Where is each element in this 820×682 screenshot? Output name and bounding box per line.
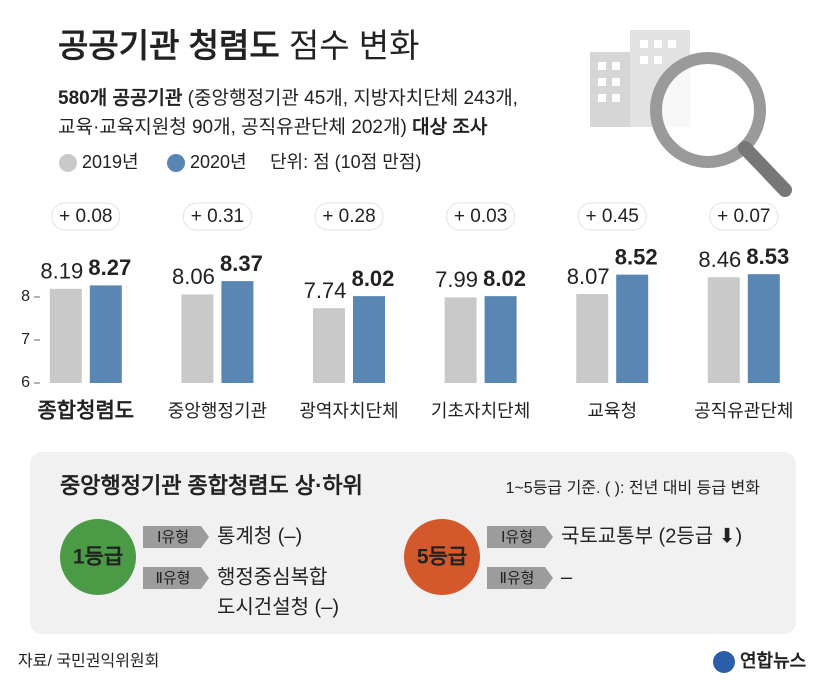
change-label: + 0.08 xyxy=(59,206,112,227)
bar xyxy=(747,274,780,383)
change-label: + 0.07 xyxy=(717,206,770,227)
subtitle-line: 교육·교육지원청 90개, 공직유관단체 202개) 대상 조사 xyxy=(58,116,488,138)
legend-swatch xyxy=(167,154,185,172)
ranking-title: 중앙행정기관 종합청렴도 상·하위 xyxy=(60,473,363,498)
grade-badge xyxy=(60,519,136,595)
type-label: Ⅰ유형 xyxy=(501,529,533,546)
y-tick-label: 8 xyxy=(21,288,30,305)
value-label: 8.07 xyxy=(567,264,610,289)
unit-label: 단위: 점 (10점 만점) xyxy=(270,152,421,172)
change-pill xyxy=(314,202,384,231)
value-label: 8.19 xyxy=(40,259,83,284)
x-tick-label: 교육청 xyxy=(587,401,637,421)
type-tag xyxy=(143,567,209,589)
ranking-note: 1~5등급 기준. ( ): 전년 대비 등급 변화 xyxy=(506,479,761,497)
grade-label: 5등급 xyxy=(417,546,467,569)
bar xyxy=(444,297,477,383)
type-tag xyxy=(487,567,553,589)
legend-swatch xyxy=(59,154,77,172)
value-label: 8.06 xyxy=(172,264,215,289)
illustration xyxy=(590,30,792,197)
bar xyxy=(181,294,214,383)
value-label: 8.37 xyxy=(220,251,263,276)
change-pill xyxy=(446,202,516,231)
type-label: Ⅱ유형 xyxy=(500,570,535,587)
grade-label: 1등급 xyxy=(73,546,123,569)
title: 공공기관 청렴도 점수 변화 xyxy=(58,27,419,64)
source: 자료/ 국민권익위원회 xyxy=(18,652,159,670)
x-tick-label: 공직유관단체 xyxy=(694,401,793,421)
x-tick-label: 중앙행정기관 xyxy=(168,401,267,421)
y-tick-label: 7 xyxy=(21,331,30,348)
bar xyxy=(89,285,122,383)
change-label: + 0.31 xyxy=(191,206,244,227)
logo: 연합뉴스 xyxy=(740,650,806,671)
change-label: + 0.28 xyxy=(322,206,375,227)
change-label: + 0.03 xyxy=(454,206,507,227)
bar xyxy=(616,274,649,383)
type-tag xyxy=(487,526,553,548)
grade-badge xyxy=(404,519,480,595)
institution: 행정중심복합 xyxy=(217,565,327,588)
x-tick-label: 기초자치단체 xyxy=(431,401,530,421)
bar xyxy=(221,281,254,383)
bar xyxy=(576,293,609,383)
bar xyxy=(49,288,82,383)
change-pill xyxy=(51,202,121,231)
institution: 통계청 (–) xyxy=(217,524,302,547)
y-tick-label: 6 xyxy=(21,374,30,391)
change-pill xyxy=(577,202,647,231)
value-label: 8.02 xyxy=(352,266,395,291)
value-label: 8.53 xyxy=(746,244,789,269)
institution: 국토교통부 (2등급 ⬇) xyxy=(561,525,742,547)
value-label: 8.27 xyxy=(88,255,131,280)
legend-label: 2020년 xyxy=(190,152,247,172)
value-label: 8.46 xyxy=(698,247,741,272)
bar xyxy=(707,277,740,383)
type-label: Ⅱ유형 xyxy=(156,570,191,587)
institution: – xyxy=(561,566,573,588)
change-pill xyxy=(709,202,779,231)
subtitle-line: 580개 공공기관 (중앙행정기관 45개, 지방자치단체 243개, xyxy=(58,87,518,109)
bar xyxy=(313,308,345,383)
institution: 도시건설청 (–) xyxy=(217,595,339,618)
type-label: Ⅰ유형 xyxy=(157,529,189,546)
type-tag xyxy=(143,526,209,548)
x-tick-label: 광역자치단체 xyxy=(299,401,398,421)
value-label: 8.52 xyxy=(615,244,658,269)
value-label: 7.99 xyxy=(435,267,478,292)
value-label: 7.74 xyxy=(304,278,347,303)
change-pill xyxy=(182,202,252,231)
value-label: 8.02 xyxy=(483,266,526,291)
bar xyxy=(484,296,517,383)
x-tick-label: 종합청렴도 xyxy=(37,400,134,423)
change-label: + 0.45 xyxy=(586,206,639,227)
legend-label: 2019년 xyxy=(82,152,139,172)
logo-icon xyxy=(713,651,735,673)
bar xyxy=(353,296,385,383)
